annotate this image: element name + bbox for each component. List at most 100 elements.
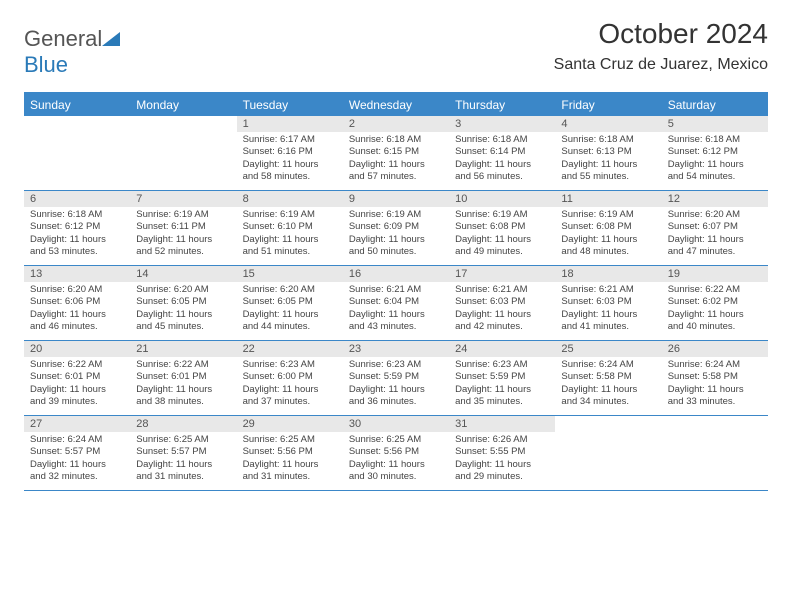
daylight-text: Daylight: 11 hours and 31 minutes.: [243, 459, 337, 484]
day-number: 25: [555, 341, 661, 357]
sunset-text: Sunset: 5:59 PM: [455, 371, 549, 383]
weeks-container: 1Sunrise: 6:17 AMSunset: 6:16 PMDaylight…: [24, 116, 768, 491]
sunrise-text: Sunrise: 6:19 AM: [455, 209, 549, 221]
calendar-cell: 7Sunrise: 6:19 AMSunset: 6:11 PMDaylight…: [130, 191, 236, 265]
day-of-week-label: Thursday: [449, 94, 555, 116]
daylight-text: Daylight: 11 hours and 55 minutes.: [561, 159, 655, 184]
calendar-week: 13Sunrise: 6:20 AMSunset: 6:06 PMDayligh…: [24, 266, 768, 341]
day-number: 7: [130, 191, 236, 207]
daylight-text: Daylight: 11 hours and 49 minutes.: [455, 234, 549, 259]
sunset-text: Sunset: 5:59 PM: [349, 371, 443, 383]
calendar-cell: 1Sunrise: 6:17 AMSunset: 6:16 PMDaylight…: [237, 116, 343, 190]
sunset-text: Sunset: 6:12 PM: [668, 146, 762, 158]
day-details: Sunrise: 6:19 AMSunset: 6:08 PMDaylight:…: [555, 207, 661, 262]
sunset-text: Sunset: 6:01 PM: [136, 371, 230, 383]
day-details: Sunrise: 6:23 AMSunset: 5:59 PMDaylight:…: [343, 357, 449, 412]
sunset-text: Sunset: 6:00 PM: [243, 371, 337, 383]
sunrise-text: Sunrise: 6:19 AM: [136, 209, 230, 221]
sunset-text: Sunset: 6:07 PM: [668, 221, 762, 233]
sunset-text: Sunset: 6:03 PM: [561, 296, 655, 308]
day-of-week-label: Sunday: [24, 94, 130, 116]
day-number: 14: [130, 266, 236, 282]
day-details: Sunrise: 6:19 AMSunset: 6:09 PMDaylight:…: [343, 207, 449, 262]
calendar-cell: 21Sunrise: 6:22 AMSunset: 6:01 PMDayligh…: [130, 341, 236, 415]
day-details: Sunrise: 6:18 AMSunset: 6:15 PMDaylight:…: [343, 132, 449, 187]
sunset-text: Sunset: 6:10 PM: [243, 221, 337, 233]
calendar-cell: 2Sunrise: 6:18 AMSunset: 6:15 PMDaylight…: [343, 116, 449, 190]
sunrise-text: Sunrise: 6:19 AM: [349, 209, 443, 221]
day-number: 27: [24, 416, 130, 432]
calendar-cell: 31Sunrise: 6:26 AMSunset: 5:55 PMDayligh…: [449, 416, 555, 490]
sunrise-text: Sunrise: 6:23 AM: [243, 359, 337, 371]
calendar-cell: 10Sunrise: 6:19 AMSunset: 6:08 PMDayligh…: [449, 191, 555, 265]
day-details: Sunrise: 6:25 AMSunset: 5:56 PMDaylight:…: [237, 432, 343, 487]
sunrise-text: Sunrise: 6:24 AM: [561, 359, 655, 371]
daylight-text: Daylight: 11 hours and 32 minutes.: [30, 459, 124, 484]
calendar-cell: 15Sunrise: 6:20 AMSunset: 6:05 PMDayligh…: [237, 266, 343, 340]
calendar-cell: 5Sunrise: 6:18 AMSunset: 6:12 PMDaylight…: [662, 116, 768, 190]
calendar-cell: 26Sunrise: 6:24 AMSunset: 5:58 PMDayligh…: [662, 341, 768, 415]
sunrise-text: Sunrise: 6:20 AM: [30, 284, 124, 296]
sunrise-text: Sunrise: 6:23 AM: [455, 359, 549, 371]
calendar-week: 27Sunrise: 6:24 AMSunset: 5:57 PMDayligh…: [24, 416, 768, 491]
calendar: SundayMondayTuesdayWednesdayThursdayFrid…: [24, 92, 768, 491]
calendar-cell: 20Sunrise: 6:22 AMSunset: 6:01 PMDayligh…: [24, 341, 130, 415]
sunset-text: Sunset: 6:14 PM: [455, 146, 549, 158]
day-details: Sunrise: 6:19 AMSunset: 6:11 PMDaylight:…: [130, 207, 236, 262]
day-of-week-label: Tuesday: [237, 94, 343, 116]
daylight-text: Daylight: 11 hours and 53 minutes.: [30, 234, 124, 259]
day-number: 15: [237, 266, 343, 282]
day-number: 6: [24, 191, 130, 207]
day-details: Sunrise: 6:19 AMSunset: 6:10 PMDaylight:…: [237, 207, 343, 262]
calendar-cell: 11Sunrise: 6:19 AMSunset: 6:08 PMDayligh…: [555, 191, 661, 265]
day-of-week-header: SundayMondayTuesdayWednesdayThursdayFrid…: [24, 94, 768, 116]
sunset-text: Sunset: 6:09 PM: [349, 221, 443, 233]
sunrise-text: Sunrise: 6:23 AM: [349, 359, 443, 371]
day-details: Sunrise: 6:17 AMSunset: 6:16 PMDaylight:…: [237, 132, 343, 187]
sunrise-text: Sunrise: 6:21 AM: [349, 284, 443, 296]
daylight-text: Daylight: 11 hours and 41 minutes.: [561, 309, 655, 334]
sunrise-text: Sunrise: 6:21 AM: [561, 284, 655, 296]
sunset-text: Sunset: 5:55 PM: [455, 446, 549, 458]
day-details: Sunrise: 6:20 AMSunset: 6:06 PMDaylight:…: [24, 282, 130, 337]
sunset-text: Sunset: 5:57 PM: [136, 446, 230, 458]
calendar-week: 6Sunrise: 6:18 AMSunset: 6:12 PMDaylight…: [24, 191, 768, 266]
day-details: Sunrise: 6:21 AMSunset: 6:03 PMDaylight:…: [555, 282, 661, 337]
sunrise-text: Sunrise: 6:19 AM: [243, 209, 337, 221]
day-number: 2: [343, 116, 449, 132]
day-number: [24, 116, 130, 132]
day-number: 10: [449, 191, 555, 207]
day-details: Sunrise: 6:25 AMSunset: 5:57 PMDaylight:…: [130, 432, 236, 487]
day-details: Sunrise: 6:18 AMSunset: 6:12 PMDaylight:…: [662, 132, 768, 187]
sunset-text: Sunset: 5:58 PM: [668, 371, 762, 383]
calendar-cell: 27Sunrise: 6:24 AMSunset: 5:57 PMDayligh…: [24, 416, 130, 490]
day-details: Sunrise: 6:18 AMSunset: 6:14 PMDaylight:…: [449, 132, 555, 187]
sunrise-text: Sunrise: 6:24 AM: [668, 359, 762, 371]
calendar-cell: 9Sunrise: 6:19 AMSunset: 6:09 PMDaylight…: [343, 191, 449, 265]
day-number: 5: [662, 116, 768, 132]
sunrise-text: Sunrise: 6:22 AM: [668, 284, 762, 296]
day-number: 17: [449, 266, 555, 282]
sunrise-text: Sunrise: 6:18 AM: [455, 134, 549, 146]
daylight-text: Daylight: 11 hours and 46 minutes.: [30, 309, 124, 334]
sunrise-text: Sunrise: 6:20 AM: [136, 284, 230, 296]
sunrise-text: Sunrise: 6:18 AM: [561, 134, 655, 146]
calendar-cell: 30Sunrise: 6:25 AMSunset: 5:56 PMDayligh…: [343, 416, 449, 490]
daylight-text: Daylight: 11 hours and 51 minutes.: [243, 234, 337, 259]
daylight-text: Daylight: 11 hours and 37 minutes.: [243, 384, 337, 409]
sunrise-text: Sunrise: 6:17 AM: [243, 134, 337, 146]
sunrise-text: Sunrise: 6:18 AM: [30, 209, 124, 221]
day-details: Sunrise: 6:21 AMSunset: 6:04 PMDaylight:…: [343, 282, 449, 337]
day-number: 18: [555, 266, 661, 282]
calendar-cell: 17Sunrise: 6:21 AMSunset: 6:03 PMDayligh…: [449, 266, 555, 340]
day-details: Sunrise: 6:20 AMSunset: 6:07 PMDaylight:…: [662, 207, 768, 262]
day-number: 20: [24, 341, 130, 357]
sunrise-text: Sunrise: 6:25 AM: [349, 434, 443, 446]
day-number: 4: [555, 116, 661, 132]
day-number: 23: [343, 341, 449, 357]
daylight-text: Daylight: 11 hours and 29 minutes.: [455, 459, 549, 484]
day-details: Sunrise: 6:19 AMSunset: 6:08 PMDaylight:…: [449, 207, 555, 262]
sunset-text: Sunset: 6:11 PM: [136, 221, 230, 233]
header: GeneralBlue October 2024 Santa Cruz de J…: [24, 18, 768, 78]
daylight-text: Daylight: 11 hours and 48 minutes.: [561, 234, 655, 259]
